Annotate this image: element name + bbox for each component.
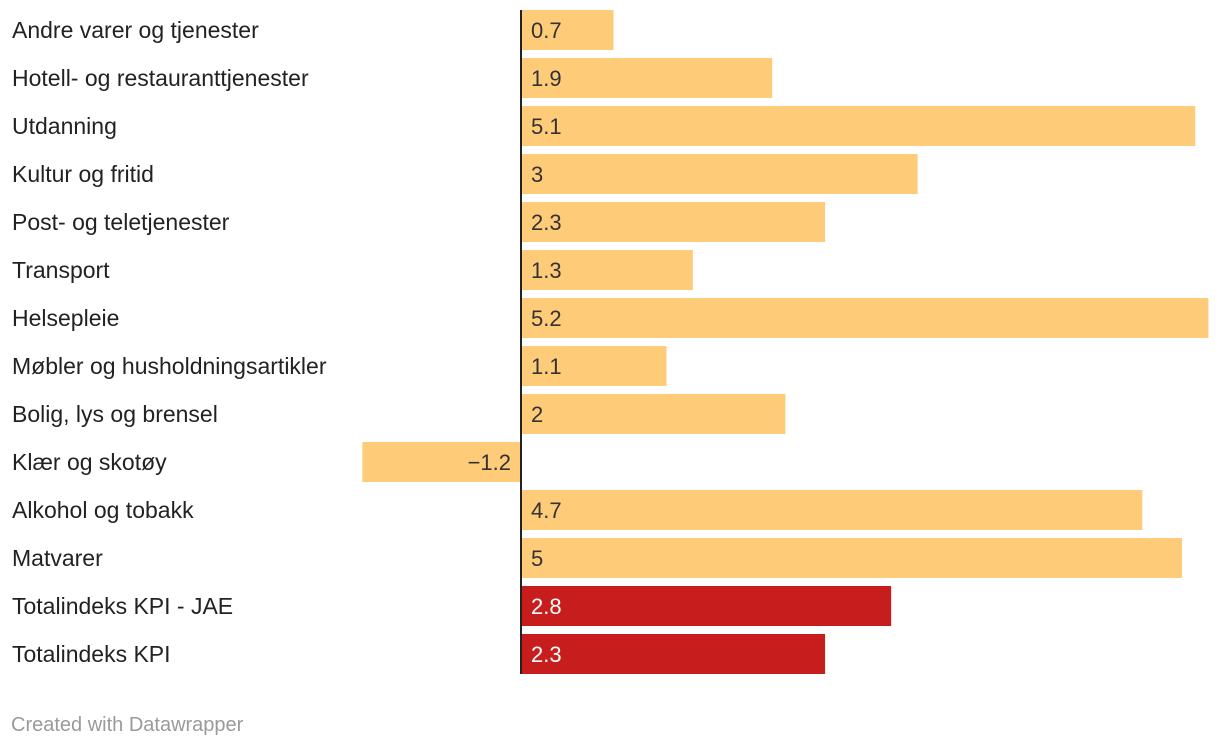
category-label: Matvarer bbox=[12, 545, 103, 571]
bar[interactable] bbox=[521, 58, 773, 98]
value-label: 2.8 bbox=[531, 594, 562, 619]
bar[interactable] bbox=[521, 298, 1209, 338]
datawrapper-credit[interactable]: Created with Datawrapper bbox=[11, 714, 244, 736]
bar[interactable] bbox=[521, 10, 614, 50]
value-label: 1.9 bbox=[531, 66, 562, 91]
category-label: Bolig, lys og brensel bbox=[12, 401, 218, 427]
value-label: 1.3 bbox=[531, 258, 562, 283]
bar-chart: Andre varer og tjenester 0.7 Hotell- og re… bbox=[12, 10, 1209, 674]
value-label: 3 bbox=[531, 162, 543, 187]
bar[interactable] bbox=[521, 538, 1182, 578]
category-label: Helsepleie bbox=[12, 305, 119, 331]
category-label: Kultur og fritid bbox=[12, 161, 154, 187]
value-label: 1.1 bbox=[531, 354, 562, 379]
category-label: Hotell- og restauranttjenester bbox=[12, 65, 309, 91]
category-label: Alkohol og tobakk bbox=[12, 497, 194, 523]
value-label: 2 bbox=[531, 402, 543, 427]
value-label: 5.2 bbox=[531, 306, 562, 331]
value-label: 2.3 bbox=[531, 642, 562, 667]
bar[interactable] bbox=[521, 394, 786, 434]
value-label: 4.7 bbox=[531, 498, 562, 523]
value-label: 0.7 bbox=[531, 18, 562, 43]
bar[interactable] bbox=[521, 250, 693, 290]
bar[interactable] bbox=[521, 490, 1143, 530]
bar[interactable] bbox=[362, 442, 521, 482]
category-label: Andre varer og tjenester bbox=[12, 17, 259, 43]
value-label: −1.2 bbox=[468, 450, 511, 475]
bar[interactable] bbox=[521, 106, 1196, 146]
category-label: Post- og teletjenester bbox=[12, 209, 230, 235]
bar[interactable] bbox=[521, 586, 892, 626]
category-label: Møbler og husholdningsartikler bbox=[12, 353, 327, 379]
category-label: Transport bbox=[12, 257, 110, 283]
category-label: Totalindeks KPI - JAE bbox=[12, 593, 233, 619]
value-label: 5 bbox=[531, 546, 543, 571]
value-label: 5.1 bbox=[531, 114, 562, 139]
category-label: Klær og skotøy bbox=[12, 449, 167, 475]
category-label: Totalindeks KPI bbox=[12, 641, 171, 667]
bar[interactable] bbox=[521, 202, 826, 242]
value-label: 2.3 bbox=[531, 210, 562, 235]
category-label: Utdanning bbox=[12, 113, 117, 139]
bar[interactable] bbox=[521, 634, 826, 674]
bar[interactable] bbox=[521, 346, 667, 386]
bar[interactable] bbox=[521, 154, 918, 194]
